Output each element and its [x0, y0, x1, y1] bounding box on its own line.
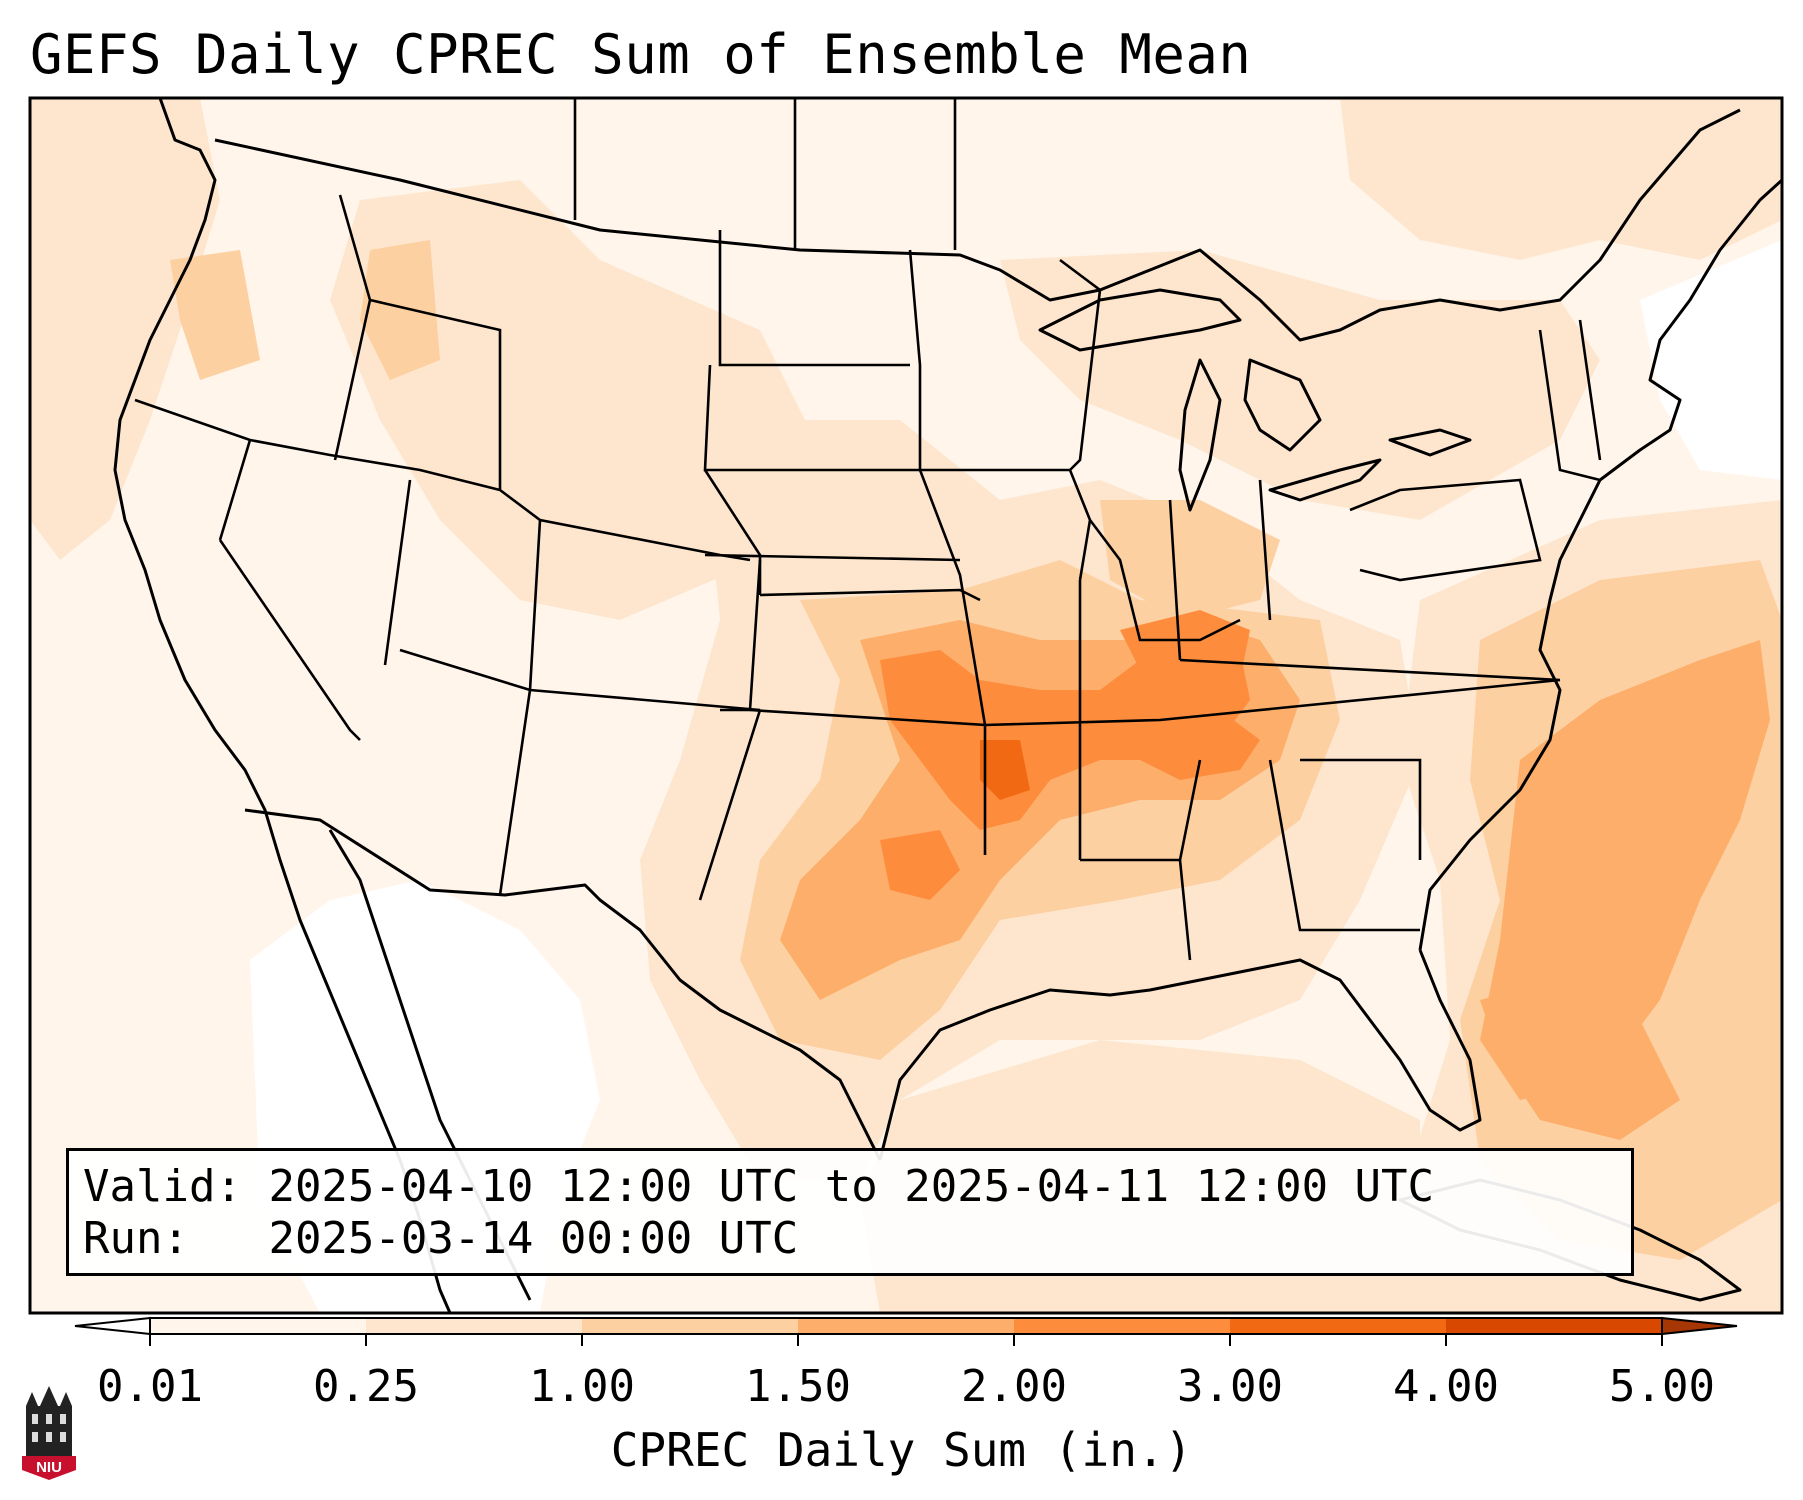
colorbar-bin-1: [150, 1318, 366, 1334]
lake-superior: [1038, 288, 1242, 352]
colorbar-outline: [149, 1317, 1663, 1335]
lake-huron: [1243, 358, 1322, 452]
shade-pacific-nw: [30, 98, 220, 560]
shade-max-arkansas: [980, 740, 1030, 800]
colorbar-bin-7: [1446, 1318, 1662, 1334]
valid-value: 2025-04-10 12:00 UTC to 2025-04-11 12:00…: [268, 1161, 1435, 1212]
valid-label: Valid:: [83, 1161, 242, 1212]
colorbar-bin-2: [366, 1318, 582, 1334]
dry-area-northeast: [1640, 240, 1782, 480]
map-title: GEFS Daily CPREC Sum of Ensemble Mean: [30, 23, 1252, 86]
shade-high-florida: [1480, 980, 1680, 1140]
valid-run-info-box: Valid: 2025-04-10 12:00 UTC to 2025-04-1…: [66, 1148, 1634, 1276]
valid-line: Valid: 2025-04-10 12:00 UTC to 2025-04-1…: [83, 1161, 1434, 1213]
colorbar: [74, 1316, 1738, 1346]
colorbar-bin-6: [1230, 1318, 1446, 1334]
colorbar-title: CPREC Daily Sum (in.): [610, 1423, 1193, 1477]
gulf-coastline: [878, 949, 1482, 1161]
us-mexico-border: [244, 808, 882, 1161]
shade-canada: [1340, 98, 1782, 260]
colorbar-tick-label: 2.00: [961, 1361, 1067, 1412]
shade-mid-idaho: [360, 240, 440, 380]
lake-ontario: [1388, 428, 1472, 457]
shade-great-lakes: [1000, 250, 1600, 520]
niu-logo-icon: NIU: [22, 1386, 76, 1480]
canada-border: [214, 108, 1741, 342]
colorbar-bin-4: [798, 1318, 1014, 1334]
colorbar-tick-label: 0.01: [97, 1361, 203, 1412]
colorbar-tick-label: 3.00: [1177, 1361, 1283, 1412]
run-line: Run: 2025-03-14 00:00 UTC: [83, 1213, 798, 1265]
lake-michigan: [1178, 358, 1222, 512]
state-borders-east: [920, 258, 1602, 961]
colorbar-bin-3: [582, 1318, 798, 1334]
east-coastline: [1418, 178, 1782, 951]
shade-rockies: [330, 180, 820, 620]
colorbar-over-arrow: [1661, 1316, 1738, 1336]
colorbar-tick-label: 5.00: [1609, 1361, 1715, 1412]
colorbar-tick-label: 4.00: [1393, 1361, 1499, 1412]
colorbar-tick-label: 1.50: [745, 1361, 851, 1412]
colorbar-tick-label: 0.25: [313, 1361, 419, 1412]
shade-mid-ohio: [1100, 500, 1280, 620]
run-value: 2025-03-14 00:00 UTC: [268, 1213, 799, 1264]
colorbar-under-arrow: [74, 1316, 151, 1336]
map-frame: [28, 96, 1784, 1315]
lake-erie: [1268, 458, 1382, 502]
colorbar-bin-5: [1014, 1318, 1230, 1334]
svg-text:NIU: NIU: [36, 1459, 62, 1476]
shade-mid-oregon: [170, 250, 260, 380]
shade-peak-tennessee: [1140, 710, 1260, 780]
run-label: Run:: [83, 1213, 189, 1264]
colorbar-tick-label: 1.00: [529, 1361, 635, 1412]
west-coastline: [113, 98, 452, 1313]
shade-peak-texas: [880, 830, 960, 900]
